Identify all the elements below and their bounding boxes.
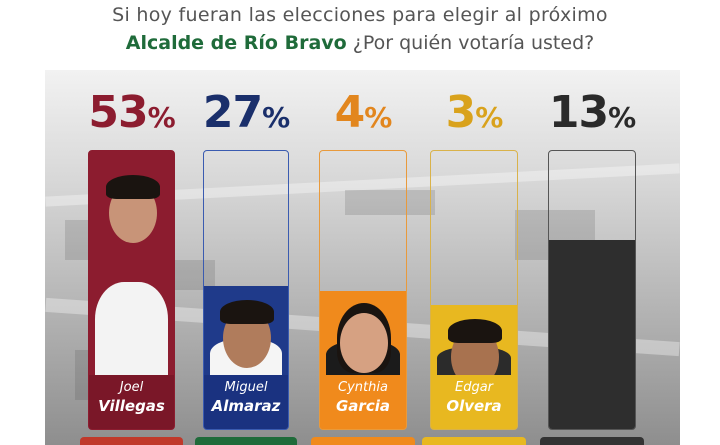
percentage-value: 53: [88, 87, 148, 138]
percentage-value: 27: [202, 87, 263, 138]
title-highlight: Alcalde de Río Bravo: [125, 32, 347, 54]
candidate-name-label: Edgar Olvera: [431, 375, 517, 429]
percent-symbol: %: [475, 101, 503, 134]
title-line-2: Alcalde de Río Bravo ¿Por quién votaría …: [0, 32, 720, 54]
bar-fill: [549, 240, 635, 429]
percent-symbol: %: [262, 101, 290, 134]
candidate-photo: [204, 294, 288, 375]
candidate-photo: [89, 169, 174, 375]
candidate-last-name: Villegas: [98, 397, 165, 415]
party-logo-strip: [195, 437, 297, 445]
candidate-first-name: Miguel: [224, 380, 268, 395]
candidate-bar: Miguel Almaraz: [203, 150, 289, 430]
percentage-label: 4%: [309, 90, 417, 136]
percent-symbol: %: [364, 101, 392, 134]
candidate-name-label: Cynthia Garcia: [320, 375, 406, 429]
percentage-value: 3: [445, 87, 477, 138]
percentage-label: 53%: [78, 90, 185, 136]
candidate-bar: [548, 150, 636, 430]
candidate-last-name: Almaraz: [211, 397, 281, 415]
party-logo-strip: [422, 437, 526, 445]
title-line-1: Si hoy fueran las elecciones para elegir…: [112, 4, 608, 26]
candidate-bar: Edgar Olvera: [430, 150, 518, 430]
candidate-last-name: Garcia: [336, 397, 390, 415]
party-logo-strip: [80, 437, 183, 445]
candidate-photo: [431, 313, 517, 375]
party-logo-strip: [540, 437, 644, 445]
candidate-bar: Joel Villegas: [88, 150, 175, 430]
candidate-name-label: Joel Villegas: [89, 375, 174, 429]
candidate-bar: Cynthia Garcia: [319, 150, 407, 430]
percentage-label: 13%: [538, 90, 646, 136]
percent-symbol: %: [147, 101, 176, 134]
percent-symbol: %: [608, 101, 636, 134]
candidate-first-name: Edgar: [454, 380, 494, 395]
percentage-label: 3%: [420, 90, 528, 136]
candidate-name-label: Miguel Almaraz: [204, 375, 288, 429]
candidate-photo: [320, 299, 406, 375]
candidate-first-name: Cynthia: [338, 380, 388, 395]
title-question: ¿Por quién votaría usted?: [346, 32, 595, 54]
candidate-first-name: Joel: [119, 380, 144, 395]
percentage-value: 13: [548, 87, 609, 138]
percentage-value: 4: [334, 87, 366, 138]
chart-header: Si hoy fueran las elecciones para elegir…: [0, 0, 720, 68]
party-logo-strip: [311, 437, 415, 445]
candidate-last-name: Olvera: [446, 397, 502, 415]
percentage-label: 27%: [193, 90, 299, 136]
